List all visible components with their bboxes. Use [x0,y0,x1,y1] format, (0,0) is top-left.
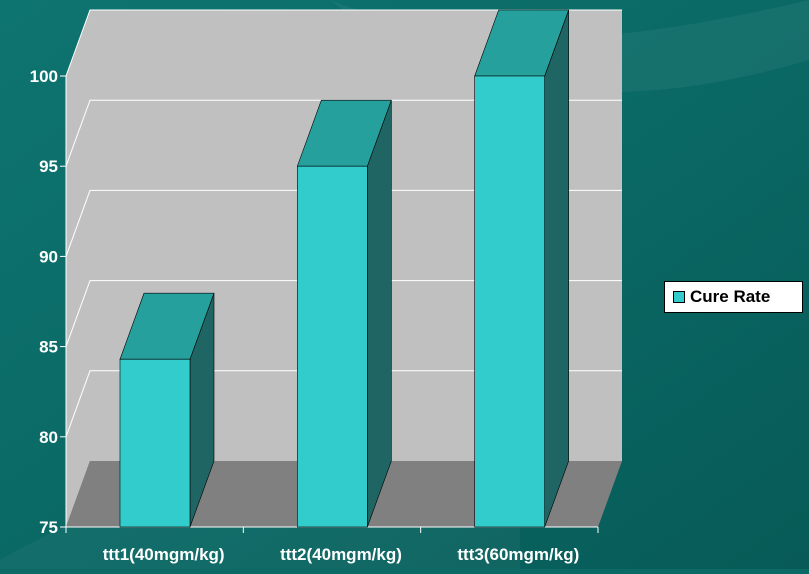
side-wall [66,10,90,527]
legend: Cure Rate [664,281,803,313]
gridline [65,280,622,347]
bar [474,75,545,528]
y-tick-label: 100 [30,67,58,86]
y-tick-label: 85 [39,338,58,357]
bar [119,358,191,528]
y-tick-label: 95 [39,157,58,176]
gridline [65,189,622,257]
x-tick-label: ttt3(60mgm/kg) [457,545,579,564]
bar-side [367,100,392,528]
legend-label-cure-rate: Cure Rate [690,287,771,306]
y-tick-label: 90 [39,247,58,266]
bar [297,165,368,528]
gridline [65,370,622,437]
bar-side [544,9,569,528]
y-tick-label: 75 [39,518,58,537]
gridline [65,9,622,77]
legend-swatch [673,291,685,303]
x-tick-label: ttt1(40mgm/kg) [103,545,225,564]
y-tick-label: 80 [39,428,58,447]
gridline [65,99,622,167]
x-tick-label: ttt2(40mgm/kg) [280,545,402,564]
